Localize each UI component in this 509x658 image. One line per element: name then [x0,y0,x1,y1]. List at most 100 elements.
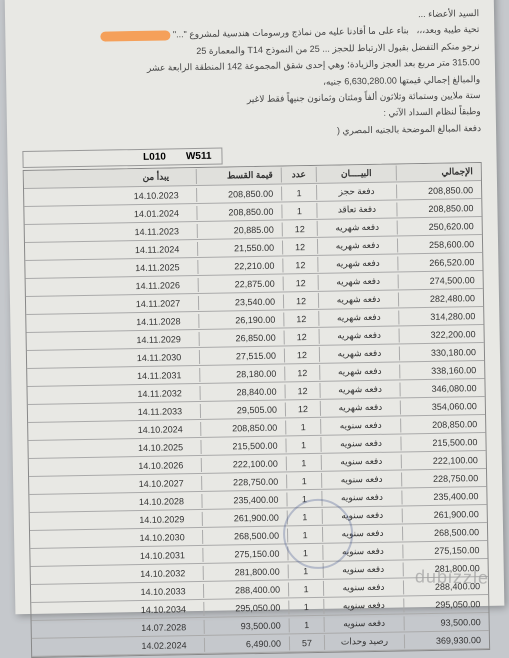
cell-date: 14.10.2033 [123,584,203,599]
cell-count: 12 [284,330,319,345]
cell-inst: 295,050.00 [203,600,288,615]
cell-count: 12 [282,240,317,255]
cell-inst: 288,400.00 [203,582,288,597]
cell-count: 12 [284,348,319,363]
cell-date: 14.10.2023 [116,188,196,203]
cell-count: 12 [282,222,317,237]
cell-total: 235,400.00 [401,489,486,504]
cell-total: 275,150.00 [402,543,487,558]
cell-total: 322,200.00 [399,327,484,342]
cell-total: 295,050.00 [403,597,488,612]
cell-total: 369,930.00 [404,633,489,648]
cell-total: 282,480.00 [398,291,483,306]
cell-inst: 228,750.00 [201,474,286,489]
cell-count: 12 [285,402,320,417]
cell-date: 14.02.2024 [124,638,204,653]
cell-date: 14.10.2025 [120,440,200,455]
cell-count: 1 [289,617,324,632]
cell-inst: 29,505.00 [200,402,285,417]
cell-total: 330,180.00 [399,345,484,360]
cell-desc: دفعه شهريه [317,220,397,236]
cell-desc: دفعه شهريه [318,292,398,308]
cell-date: 14.11.2032 [119,386,199,401]
cell-date: 14.10.2032 [123,566,203,581]
cell-total: 314,280.00 [398,309,483,324]
cell-total: 258,600.00 [397,237,482,252]
cell-date: 14.10.2031 [122,548,202,563]
cell-total: 208,850.00 [396,183,481,198]
cell-inst: 261,900.00 [202,510,287,525]
cell-inst: 222,100.00 [201,456,286,471]
cell-count: 1 [288,581,323,596]
redaction-mark [100,30,170,41]
cell-date: 14.07.2028 [124,620,204,635]
cell-inst: 28,180.00 [199,366,284,381]
cell-desc: دفعه سنويه [323,580,403,596]
cell-total: 222,100.00 [401,453,486,468]
cell-total: 93,500.00 [404,615,489,630]
cell-inst: 235,400.00 [201,492,286,507]
cell-desc: دفعه شهريه [319,364,399,380]
cell-count: 12 [284,366,319,381]
col-start-date: يبدأ من [116,169,196,185]
cell-inst: 6,490.00 [204,636,289,651]
code-w: W511 [186,151,212,162]
cell-inst: 26,850.00 [199,330,284,345]
cell-count: 1 [288,599,323,614]
cell-date: 14.10.2030 [122,530,202,545]
cell-desc: دفعة حجز [316,184,396,200]
col-installment: قيمة القسط [196,168,281,184]
cell-count: 12 [284,384,319,399]
cell-desc: دفعة تعاقد [316,202,396,218]
cell-inst: 27,515.00 [199,348,284,363]
cell-inst: 215,500.00 [200,438,285,453]
cell-inst: 22,875.00 [198,276,283,291]
cell-desc: دفعه سنويه [321,472,401,488]
cell-date: 14.11.2028 [118,314,198,329]
cell-inst: 208,850.00 [200,420,285,435]
cell-date: 14.01.2024 [116,206,196,221]
cell-date: 14.10.2027 [121,476,201,491]
cell-date: 14.11.2024 [117,242,197,257]
cell-desc: دفعه سنويه [321,454,401,470]
cell-count: 12 [283,294,318,309]
cell-inst: 26,190.00 [198,312,283,327]
cell-total: 261,900.00 [402,507,487,522]
cell-desc: دفعه شهريه [319,328,399,344]
cell-desc: دفعه شهريه [318,310,398,326]
cell-inst: 93,500.00 [204,618,289,633]
cell-inst: 23,540.00 [198,294,283,309]
cell-date: 14.11.2030 [119,350,199,365]
cell-count: 1 [285,437,320,452]
cell-count: 1 [281,204,316,219]
cell-date: 14.11.2023 [117,224,197,239]
cell-date: 14.11.2025 [117,260,197,275]
cell-desc: دفعه سنويه [323,598,403,614]
cell-total: 338,160.00 [399,363,484,378]
cell-inst: 20,885.00 [197,222,282,237]
cell-count: 1 [286,473,321,488]
cell-desc: دفعه شهريه [319,346,399,362]
col-count: عدد [281,167,316,183]
cell-desc: رصيد وحدات [324,634,404,650]
cell-total: 208,850.00 [400,417,485,432]
cell-total: 228,750.00 [401,471,486,486]
cell-total: 250,620.00 [397,219,482,234]
cell-date: 14.11.2031 [119,368,199,383]
cell-count: 12 [282,258,317,273]
cell-inst: 21,550.00 [197,240,282,255]
cell-count: 12 [283,312,318,327]
cell-total: 274,500.00 [398,273,483,288]
cell-desc: دفعه شهريه [320,400,400,416]
cell-inst: 22,210.00 [197,258,282,273]
cell-count: 12 [283,276,318,291]
cell-inst: 275,150.00 [202,546,287,561]
document-paper: السيد الأعضاء ... تحية طيبة وبعد،،، بناء… [5,0,505,614]
cell-date: 14.10.2034 [123,602,203,617]
cell-count: 1 [285,419,320,434]
header-block: السيد الأعضاء ... تحية طيبة وبعد،،، بناء… [20,6,481,143]
cell-date: 14.11.2029 [119,332,199,347]
cell-count: 1 [286,455,321,470]
cell-inst: 281,800.00 [203,564,288,579]
cell-desc: دفعه سنويه [324,616,404,632]
